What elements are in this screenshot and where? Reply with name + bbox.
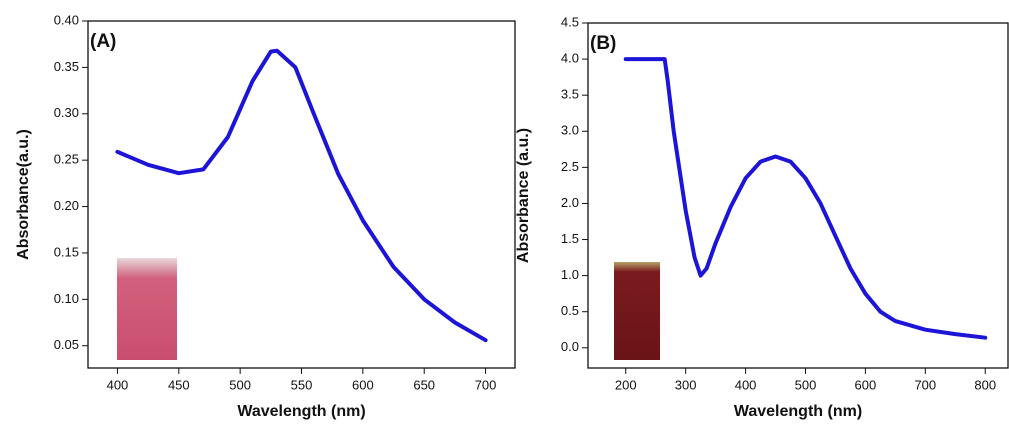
y-tick-label: 0.40 [54,12,79,27]
y-tick-label: 0.35 [54,59,79,74]
data-line [115,48,488,343]
y-tick-label: 0.0 [561,339,579,354]
panel-title: (A) [90,31,116,52]
y-tick-label: 4.0 [561,51,579,66]
y-tick-label: 3.5 [561,87,579,102]
x-tick-label: 550 [291,377,313,392]
data-line [623,57,988,340]
y-tick-label: 0.20 [54,198,79,213]
y-tick-label: 2.0 [561,195,579,210]
x-tick-label: 600 [352,377,374,392]
x-tick-label: 200 [615,377,637,392]
x-tick-label: 700 [914,377,936,392]
y-axis-label: Absorbance (a.u.) [515,128,532,263]
x-tick-label: 500 [795,377,817,392]
x-tick-label: 400 [107,377,129,392]
y-tick-label: 0.10 [54,291,79,306]
x-tick-label: 800 [974,377,996,392]
x-axis-label: Wavelength (nm) [734,403,862,420]
y-tick-label: 1.0 [561,267,579,282]
x-tick-label: 600 [855,377,877,392]
x-tick-label: 400 [735,377,757,392]
y-tick-label: 0.5 [561,303,579,318]
plot-frame [587,22,1009,369]
x-axis-label: Wavelength (nm) [237,403,365,420]
y-tick-label: 2.5 [561,159,579,174]
x-tick-label: 700 [475,377,497,392]
x-tick-label: 300 [675,377,697,392]
inset-photo [117,258,177,360]
y-tick-label: 0.05 [54,337,79,352]
y-tick-label: 1.5 [561,231,579,246]
x-tick-label: 500 [229,377,251,392]
x-tick-label: 450 [168,377,190,392]
panel-title: (B) [590,33,616,54]
y-tick-label: 0.25 [54,152,79,167]
y-axis-label: Absorbance(a.u.) [15,129,32,260]
inset-photo [614,262,660,360]
y-tick-label: 0.15 [54,244,79,259]
x-tick-label: 650 [413,377,435,392]
y-tick-label: 3.0 [561,123,579,138]
y-tick-label: 4.5 [561,14,579,29]
y-tick-label: 0.30 [54,105,79,120]
